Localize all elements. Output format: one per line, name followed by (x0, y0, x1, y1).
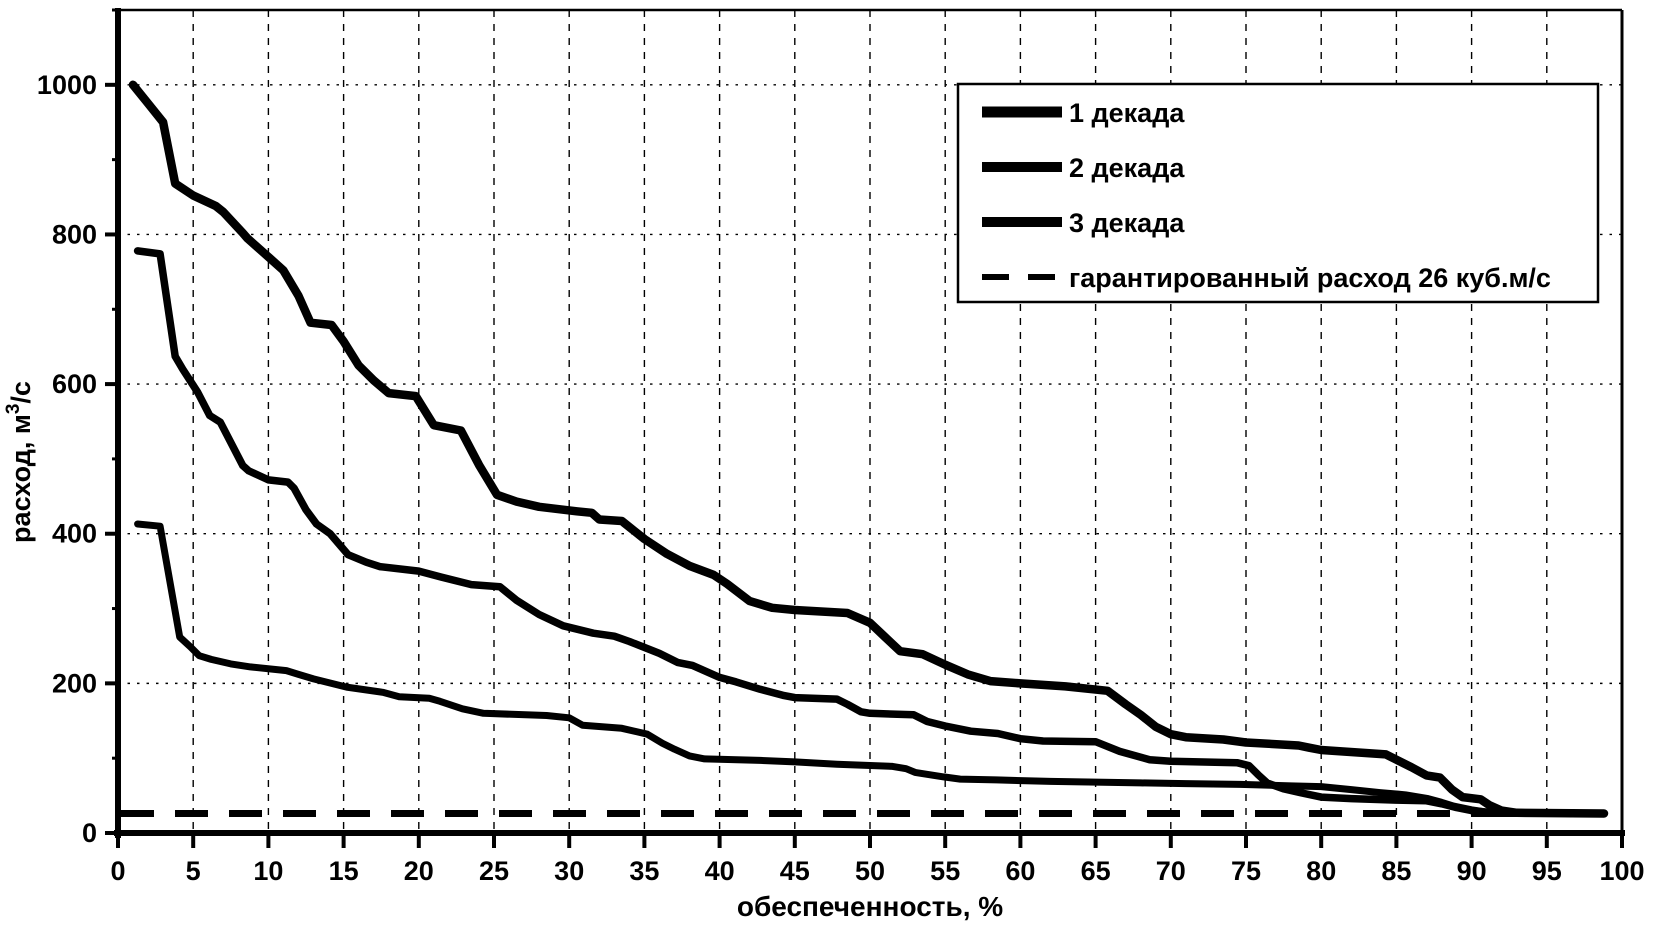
curve-decade-2 (133, 247, 1608, 818)
x-tick-label: 50 (855, 856, 885, 886)
y-tick-label: 800 (52, 219, 97, 249)
x-tick-label: 90 (1457, 856, 1487, 886)
y-tick-label: 200 (52, 668, 97, 698)
axis-layer: 0 5 10 15 20 25 30 35 40 45 50 55 60 65 70 75 80 85 90 95 10… (37, 8, 1645, 886)
legend-label: гарантированный расход 26 куб.м/с (1069, 263, 1551, 293)
curve-decade-1 (128, 80, 1609, 818)
legend-label: 3 декада (1069, 208, 1185, 238)
legend-box (956, 82, 1600, 304)
x-tick-label: 5 (186, 856, 201, 886)
x-tick-label: 100 (1599, 856, 1644, 886)
x-tick-label: 60 (1005, 856, 1035, 886)
legend-label: 2 декада (1069, 153, 1185, 183)
x-tick-label: 45 (780, 856, 810, 886)
x-tick-label: 40 (705, 856, 735, 886)
curve-decade-3 (134, 520, 1608, 817)
x-tick-label: 20 (404, 856, 434, 886)
x-tick-label: 75 (1231, 856, 1261, 886)
x-tick-label: 10 (253, 856, 283, 886)
y-tick-label: 400 (52, 519, 97, 549)
x-tick-label: 95 (1532, 856, 1562, 886)
x-tick-label: 55 (930, 856, 960, 886)
y-tick-label: 600 (52, 369, 97, 399)
x-tick-label: 25 (479, 856, 509, 886)
curve-layer (121, 80, 1609, 818)
legend-label: 1 декада (1069, 98, 1185, 128)
x-tick-label: 30 (554, 856, 584, 886)
x-tick-label: 0 (110, 856, 125, 886)
x-tick-label: 85 (1381, 856, 1411, 886)
x-tick-label: 15 (329, 856, 359, 886)
x-tick-label: 80 (1306, 856, 1336, 886)
y-tick-label: 0 (82, 818, 97, 848)
x-tick-label: 35 (629, 856, 659, 886)
y-tick-label: 1000 (37, 70, 97, 100)
legend-layer: 1 декада 2 декада 3 декада гарантированный … (956, 82, 1600, 304)
grid-layer (118, 8, 1624, 833)
x-axis-title: обеспеченность, % (737, 891, 1003, 922)
x-tick-label: 70 (1156, 856, 1186, 886)
y-axis-title: расход, м3/с (3, 381, 36, 543)
x-tick-label: 65 (1081, 856, 1111, 886)
